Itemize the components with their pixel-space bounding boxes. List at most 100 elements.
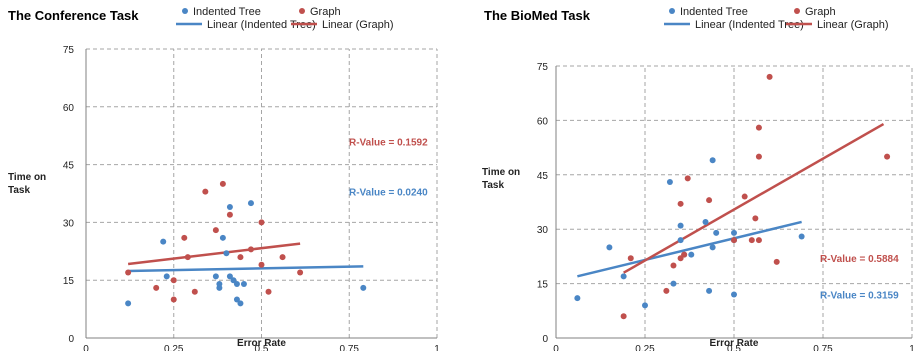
point-graph [191,288,198,295]
point-graph [258,261,265,268]
trendline-graph [623,122,885,274]
y-axis-title: Time on [8,172,46,183]
point-graph [212,227,219,234]
r-value-annotation: R-Value = 0.1592 [349,137,428,148]
point-graph [663,287,670,294]
y-axis-title: Task [482,180,504,191]
y-tick-label: 0 [68,334,74,345]
point-indented-tree [125,300,132,307]
point-graph [237,254,244,261]
point-indented-tree [688,251,695,258]
point-indented-tree [709,244,716,251]
trendline-indented-tree [577,220,802,278]
point-graph [202,188,209,195]
point-indented-tree [160,238,167,245]
x-tick-label: 1 [909,344,915,351]
point-indented-tree [666,179,673,186]
legend-label: Graph [310,6,341,18]
point-graph [184,254,191,261]
point-indented-tree [247,200,254,207]
point-graph [265,288,272,295]
y-tick-label: 15 [537,280,549,291]
legend-label: Indented Tree [193,6,261,18]
point-indented-tree [574,295,581,302]
point-graph [748,237,755,244]
point-indented-tree [233,281,240,288]
point-indented-tree [798,233,805,240]
x-tick-label: 0 [83,344,89,351]
y-axis-title: Task [8,185,30,196]
chart-title: The Conference Task [8,8,139,23]
point-graph [297,269,304,276]
point-indented-tree [642,302,648,309]
point-graph [677,200,684,207]
y-tick-label: 45 [537,171,549,182]
point-graph [627,255,634,262]
point-indented-tree [702,218,709,225]
y-tick-label: 45 [63,161,75,172]
point-graph [884,153,891,160]
legend-marker-indented-tree [182,8,188,14]
x-tick-label: 1 [434,344,440,351]
point-indented-tree [237,300,244,307]
point-graph [741,193,748,200]
point-graph [219,180,226,187]
point-graph [706,197,713,204]
point-graph [766,73,773,80]
point-graph [247,246,254,253]
point-graph [755,153,762,160]
point-indented-tree [212,273,219,280]
point-indented-tree [240,281,247,288]
point-graph [258,219,265,226]
legend-marker-graph [299,8,305,14]
x-tick-label: 0.5 [727,344,741,351]
point-indented-tree [670,280,677,287]
point-indented-tree [713,229,720,236]
legend-label: Linear (Indented Tree) [207,19,316,31]
point-indented-tree [163,273,170,280]
point-indented-tree [216,281,223,288]
y-tick-label: 0 [542,334,548,345]
point-graph [773,258,780,265]
y-tick-label: 30 [63,218,75,229]
point-indented-tree [731,291,737,298]
biomed-task-chart: The BioMed Task Indented Tree Graph Linear … [461,0,921,351]
point-indented-tree [606,244,613,251]
point-graph [181,234,188,241]
point-graph [755,124,762,131]
point-graph [125,269,132,276]
point-graph [755,237,762,244]
point-indented-tree [230,277,237,284]
point-indented-tree [731,229,737,236]
legend-label: Linear (Graph) [817,19,889,31]
point-indented-tree [709,157,716,164]
point-graph [681,251,688,258]
trendline-indented-tree [128,265,364,273]
point-indented-tree [233,296,240,303]
y-axis-title: Time on [482,167,520,178]
legend-label: Linear (Graph) [322,19,394,31]
x-tick-label: 0.25 [164,344,184,351]
point-indented-tree [677,222,684,229]
point-graph [752,215,759,222]
legend-label: Indented Tree [680,6,748,18]
point-indented-tree [223,250,230,257]
y-tick-label: 75 [63,45,75,56]
trendline-graph [127,242,301,266]
r-value-annotation: R-Value = 0.5884 [820,254,899,265]
conference-task-chart: The Conference Task Indented Tree Graph Lin… [0,0,460,351]
x-tick-label: 0.5 [255,344,269,351]
point-indented-tree [677,237,684,244]
legend-label: Linear (Indented Tree) [695,19,804,31]
point-graph [279,254,286,261]
y-tick-label: 75 [537,62,549,73]
x-axis-title: Error Rate [237,338,286,349]
x-tick-label: 0.25 [635,344,655,351]
legend-label: Graph [805,6,836,18]
point-graph [170,277,177,284]
point-graph [170,296,177,303]
point-indented-tree [226,273,233,280]
point-graph [731,237,737,244]
point-graph [153,284,160,291]
y-tick-label: 15 [63,276,75,287]
